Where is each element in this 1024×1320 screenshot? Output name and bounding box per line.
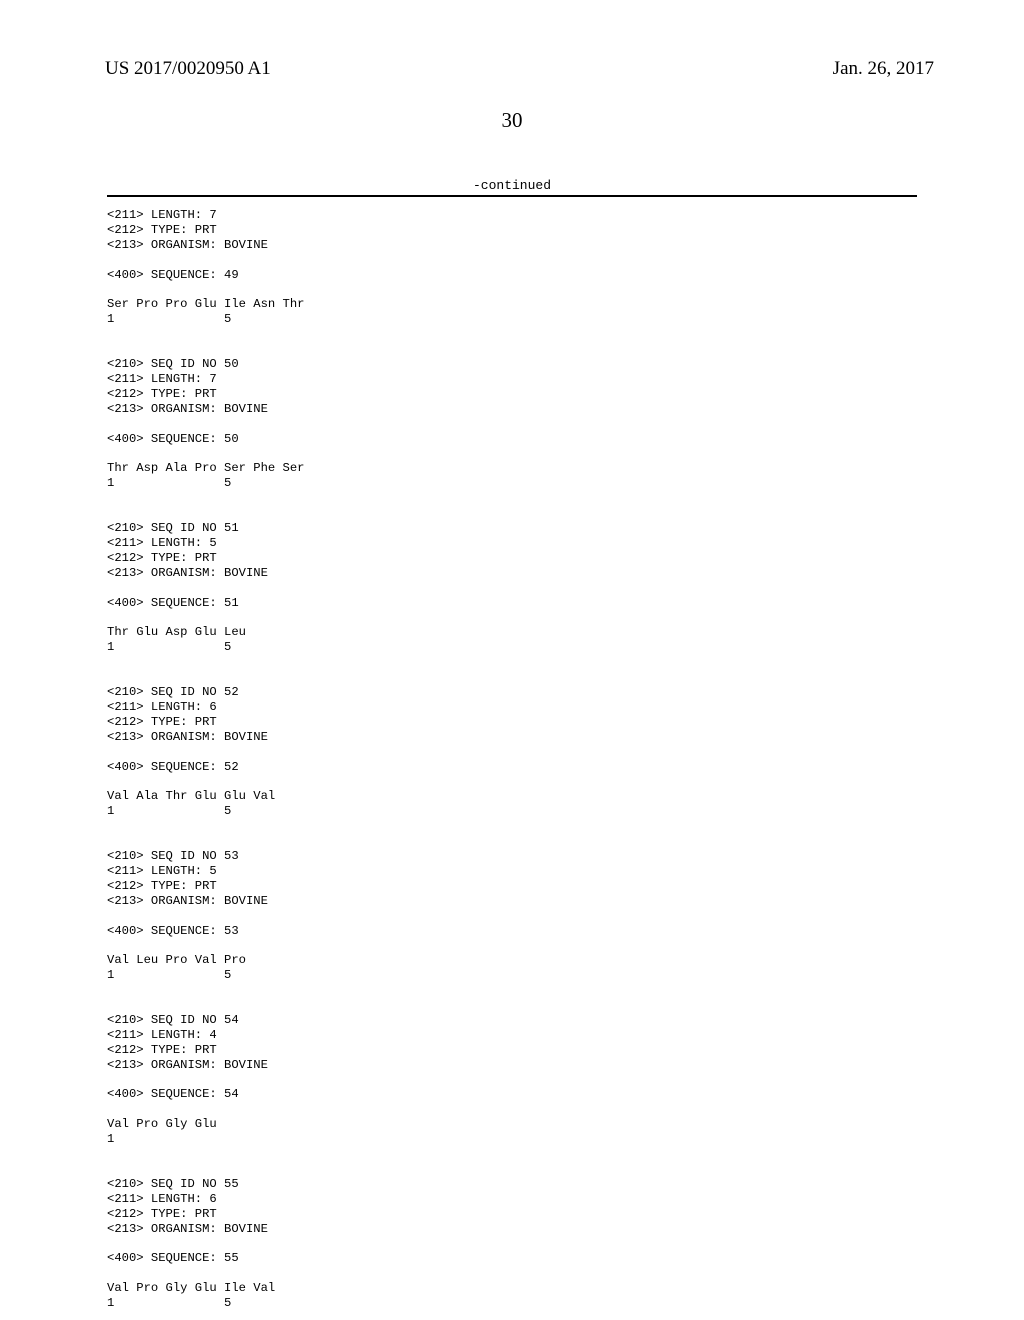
sequence-listing: <211> LENGTH: 7 <212> TYPE: PRT <213> OR… [107,208,917,1311]
publication-number: US 2017/0020950 A1 [105,58,271,80]
continued-label: -continued [0,178,1024,193]
horizontal-rule [107,195,917,197]
page-header: US 2017/0020950 A1 Jan. 26, 2017 [0,58,1024,80]
page-number: 30 [0,108,1024,133]
publication-date: Jan. 26, 2017 [833,58,934,80]
